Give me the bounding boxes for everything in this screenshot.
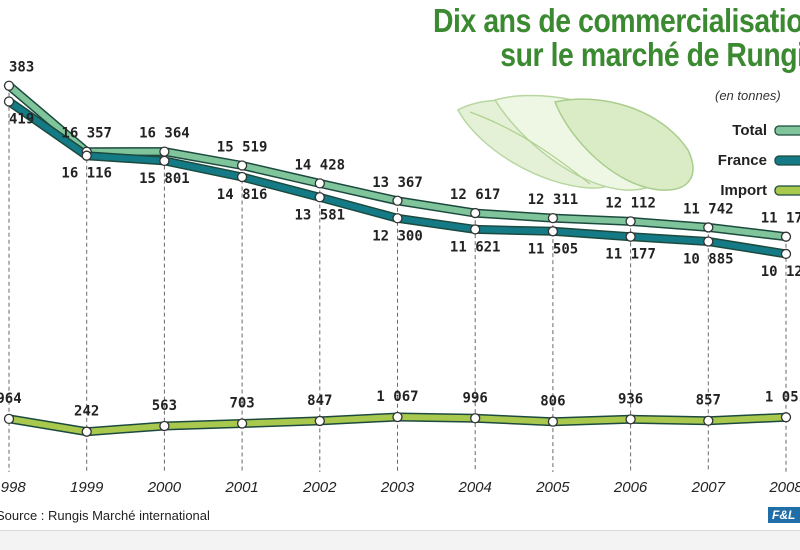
x-tick-label-2000: 2000 bbox=[147, 479, 182, 496]
data-label-france-2005: 11 505 bbox=[528, 241, 579, 257]
data-label-import-2001: 703 bbox=[229, 395, 254, 411]
unit-note: (en tonnes) bbox=[715, 88, 781, 103]
title-line-1: Dix ans de commercialisation bbox=[432, 2, 800, 39]
data-label-france-2006: 11 177 bbox=[605, 247, 656, 263]
data-label-total-2007: 11 742 bbox=[683, 201, 734, 217]
point-import-2001 bbox=[236, 418, 248, 429]
point-total-2000 bbox=[159, 146, 170, 157]
point-france-1998 bbox=[3, 96, 15, 107]
chart-title: Dix ans de commercialisation sur le marc… bbox=[287, 4, 800, 72]
x-tick-label-2001: 2001 bbox=[224, 479, 258, 496]
legend-label-total: Total bbox=[732, 122, 767, 139]
x-tick-label-2005: 2005 bbox=[535, 479, 570, 496]
data-label-total-2004: 12 617 bbox=[450, 187, 501, 203]
infographic-frame: Dix ans de commercialisation sur le marc… bbox=[0, 0, 800, 531]
legend-label-france: France bbox=[718, 152, 767, 169]
point-import-2005 bbox=[547, 416, 559, 427]
endive-illustration bbox=[456, 94, 694, 191]
data-label-total-2006: 12 112 bbox=[605, 195, 656, 211]
legend-swatch-france bbox=[774, 155, 800, 166]
line-chart: 20 383 16 357 16 364 15 519 14 428 13 367 12 6… bbox=[0, 60, 800, 496]
legend-swatch-import bbox=[774, 185, 800, 196]
data-label-import-1998: 964 bbox=[0, 391, 22, 407]
data-label-total-2001: 15 519 bbox=[217, 139, 268, 155]
point-total-2006 bbox=[625, 216, 636, 227]
point-france-1999 bbox=[81, 150, 92, 161]
data-label-total-2008: 11 177 bbox=[761, 211, 800, 227]
x-tick-label-2006: 2006 bbox=[613, 479, 648, 496]
data-label-import-1999: 242 bbox=[74, 404, 99, 420]
point-france-2002 bbox=[314, 192, 325, 203]
endive-leaf-3 bbox=[553, 98, 694, 191]
point-import-2004 bbox=[470, 413, 481, 424]
point-import-2006 bbox=[625, 414, 636, 425]
data-label-france-1999: 16 116 bbox=[61, 166, 112, 182]
data-label-france-2007: 10 885 bbox=[683, 251, 734, 267]
point-total-2005 bbox=[547, 212, 559, 224]
point-import-1998 bbox=[3, 413, 15, 424]
data-label-import-2004: 996 bbox=[463, 390, 488, 406]
endive-leaf-vein bbox=[469, 111, 591, 185]
x-tick-label-2008: 2008 bbox=[768, 479, 800, 496]
point-total-2007 bbox=[703, 222, 714, 233]
point-import-2003 bbox=[392, 411, 403, 423]
data-label-import-2008: 1 051 bbox=[765, 389, 800, 405]
point-import-1999 bbox=[81, 426, 92, 437]
data-label-total-2003: 13 367 bbox=[372, 175, 423, 191]
publisher-logo: F&L bbox=[768, 507, 800, 523]
point-france-2005 bbox=[547, 226, 559, 237]
point-france-2008 bbox=[780, 248, 792, 260]
point-france-2001 bbox=[236, 171, 248, 183]
x-tick-label-2003: 2003 bbox=[380, 479, 415, 496]
point-total-2004 bbox=[470, 207, 481, 219]
point-import-2007 bbox=[703, 415, 714, 426]
legend: Total France Import bbox=[718, 122, 800, 199]
data-label-import-2007: 857 bbox=[696, 393, 721, 409]
data-label-france-2004: 11 621 bbox=[450, 239, 501, 255]
data-label-total-2002: 14 428 bbox=[295, 157, 346, 173]
point-total-2008 bbox=[780, 231, 792, 242]
source-note: Source : Rungis Marché international bbox=[0, 508, 210, 523]
point-import-2008 bbox=[780, 412, 792, 423]
point-import-2002 bbox=[314, 415, 325, 427]
data-label-total-2005: 12 311 bbox=[528, 192, 579, 208]
legend-label-import: Import bbox=[720, 182, 767, 199]
x-tick-label-1998: 1998 bbox=[0, 479, 26, 496]
data-label-france-2008: 10 127 bbox=[761, 264, 800, 280]
data-label-france-2000: 15 801 bbox=[139, 171, 190, 187]
data-label-france-2002: 13 581 bbox=[295, 207, 346, 223]
point-france-2006 bbox=[625, 231, 636, 242]
data-label-total-2000: 16 364 bbox=[139, 126, 190, 142]
point-france-2000 bbox=[159, 155, 170, 167]
point-total-2002 bbox=[314, 178, 325, 189]
point-total-2003 bbox=[392, 195, 403, 206]
point-france-2007 bbox=[703, 236, 714, 247]
x-tick-label-1999: 1999 bbox=[70, 479, 104, 496]
point-total-2001 bbox=[236, 160, 248, 171]
data-label-import-2003: 1 067 bbox=[376, 389, 418, 405]
data-label-france-2003: 12 300 bbox=[372, 228, 423, 244]
data-label-france-1998: 19 419 bbox=[0, 112, 34, 128]
x-tick-label-2002: 2002 bbox=[302, 479, 337, 496]
data-label-total-1998: 20 383 bbox=[0, 60, 34, 76]
point-import-2000 bbox=[159, 420, 170, 432]
legend-swatch-total bbox=[774, 125, 800, 136]
point-total-1998 bbox=[3, 80, 15, 91]
data-label-france-2001: 14 816 bbox=[217, 187, 268, 203]
data-label-import-2002: 847 bbox=[307, 393, 332, 409]
title-line-2: sur le marché de Rungis bbox=[500, 36, 800, 73]
data-label-import-2005: 806 bbox=[540, 394, 565, 410]
data-label-import-2006: 936 bbox=[618, 391, 643, 407]
point-france-2004 bbox=[470, 224, 481, 235]
x-tick-label-2004: 2004 bbox=[458, 479, 492, 496]
point-france-2003 bbox=[392, 213, 403, 224]
x-tick-label-2007: 2007 bbox=[691, 479, 726, 496]
data-label-total-1999: 16 357 bbox=[61, 126, 112, 142]
data-label-import-2000: 563 bbox=[152, 398, 177, 414]
